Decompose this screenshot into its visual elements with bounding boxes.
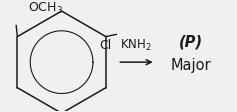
Text: OCH$_3$: OCH$_3$: [28, 1, 63, 16]
Text: Cl: Cl: [99, 39, 111, 52]
Text: Major: Major: [170, 57, 211, 72]
Text: (P): (P): [178, 34, 202, 49]
Text: KNH$_2$: KNH$_2$: [120, 38, 152, 53]
